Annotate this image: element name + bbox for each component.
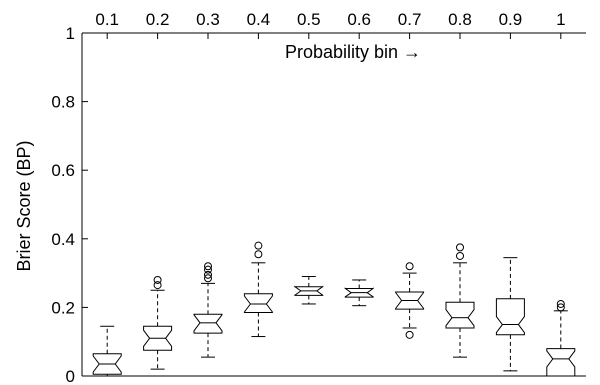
x-tick-label: 0.4 — [247, 10, 271, 29]
outlier-point — [254, 241, 263, 250]
y-tick-label: 1 — [66, 24, 75, 43]
axes: 0 0.2 0.4 0.6 0.8 1 0.1 0.2 0.3 0.4 0.5 0.6 0.7 0.8 0.… — [51, 10, 586, 385]
outlier-point — [556, 299, 565, 308]
y-tick-label: 0.8 — [51, 93, 75, 112]
outlier-point — [204, 262, 212, 271]
x-tick-label: 0.5 — [297, 10, 321, 29]
x-tick-label: 0.2 — [146, 10, 170, 29]
outlier-point — [204, 274, 212, 283]
outlier-point — [456, 243, 464, 252]
y-tick-label: 0.2 — [51, 298, 75, 317]
notched-box — [445, 301, 475, 329]
box-0.8 — [445, 243, 475, 358]
outlier-point — [204, 270, 212, 279]
x-tick-label: 1 — [556, 10, 565, 29]
x-tick-label: 0.1 — [95, 10, 119, 29]
notched-box — [193, 313, 223, 334]
x-tick-label: 0.9 — [499, 10, 523, 29]
notched-box — [495, 298, 525, 336]
outlier-point — [204, 265, 212, 274]
outlier-point — [405, 330, 414, 339]
x-tick-label: 0.6 — [347, 10, 371, 29]
outlier-point — [556, 303, 565, 312]
x-tick-label: 0.3 — [196, 10, 220, 29]
y-tick-label: 0.4 — [51, 230, 75, 249]
box-0.3 — [193, 262, 223, 358]
y-axis-label: Brier Score (BP) — [14, 140, 34, 271]
box-0.5 — [294, 276, 324, 305]
box-0.6 — [344, 279, 374, 307]
outlier-point — [153, 275, 162, 284]
outlier-point — [153, 281, 162, 290]
outlier-point — [456, 251, 464, 260]
notched-box — [546, 348, 576, 377]
y-tick-label: 0.6 — [51, 161, 75, 180]
x-tick-label: 0.7 — [398, 10, 422, 29]
box-0.4 — [243, 241, 273, 338]
x-tick-label: 0.8 — [448, 10, 472, 29]
box-0.9 — [495, 257, 525, 372]
x-axis-label: Probability bin → — [285, 42, 421, 62]
notched-box — [243, 293, 273, 313]
box-1 — [546, 299, 576, 377]
boxes — [92, 241, 576, 377]
box-0.1 — [92, 325, 122, 377]
outlier-point — [405, 262, 414, 271]
outlier-point — [254, 250, 263, 259]
y-tick-label: 0 — [66, 367, 75, 385]
box-0.7 — [395, 262, 425, 339]
box-0.2 — [143, 275, 173, 370]
